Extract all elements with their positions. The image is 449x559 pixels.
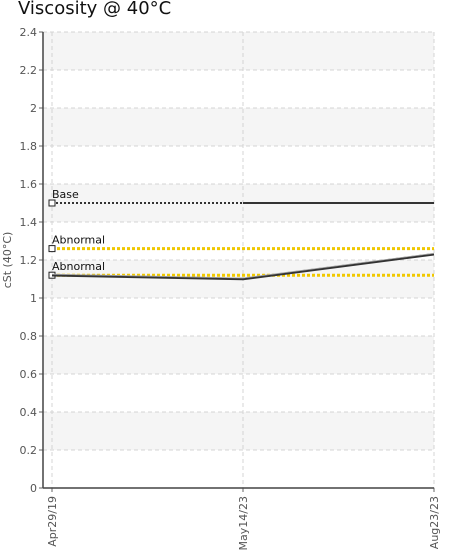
y-tick-label: 2.2 [20, 64, 38, 77]
y-tick-label: 1.4 [20, 216, 38, 229]
background-band [43, 412, 434, 450]
x-tick-label: May14/23 [237, 496, 250, 550]
y-tick-label: 0.4 [20, 406, 38, 419]
y-tick-label: 0.2 [20, 444, 38, 457]
y-tick-label: 0 [30, 482, 37, 495]
background-band [43, 108, 434, 146]
axes [39, 31, 435, 492]
reference-label: Abnormal [52, 234, 105, 247]
reference-lines: Base Abnormal Abnormal [48, 188, 434, 279]
y-tick-labels: 0 0.2 0.4 0.6 0.8 1 1.2 1.4 1.6 1.8 2 2.2 2.4 [20, 26, 38, 495]
x-tick-label: Aug23/23 [428, 496, 441, 549]
background-band [43, 298, 434, 336]
reference-marker [48, 245, 56, 253]
y-tick-label: 1.8 [20, 140, 38, 153]
series-line [51, 253, 435, 281]
y-tick-label: 2.4 [20, 26, 38, 39]
y-tick-label: 1.2 [20, 254, 38, 267]
background-band [43, 450, 434, 488]
x-tick-labels: Apr29/19 May14/23 Aug23/23 [46, 496, 441, 550]
y-tick-label: 1.6 [20, 178, 38, 191]
background-band [43, 374, 434, 412]
background-band [43, 336, 434, 374]
y-tick-label: 0.8 [20, 330, 38, 343]
reference-label: Abnormal [52, 260, 105, 273]
background-band [43, 70, 434, 108]
reference-marker [48, 199, 56, 207]
background-band [43, 146, 434, 184]
series-highlight [51, 252, 435, 279]
background-band [43, 222, 434, 260]
series-lines [51, 252, 435, 281]
y-tick-label: 0.6 [20, 368, 38, 381]
y-axis-label: cSt (40°C) [1, 232, 14, 289]
x-tick-label: Apr29/19 [46, 496, 59, 547]
chart-title: Viscosity @ 40°C [18, 0, 172, 19]
reference-label: Base [52, 188, 79, 201]
y-tick-label: 2 [30, 102, 37, 115]
background-bands [43, 32, 434, 488]
y-tick-label: 1 [30, 292, 37, 305]
background-band [43, 32, 434, 70]
